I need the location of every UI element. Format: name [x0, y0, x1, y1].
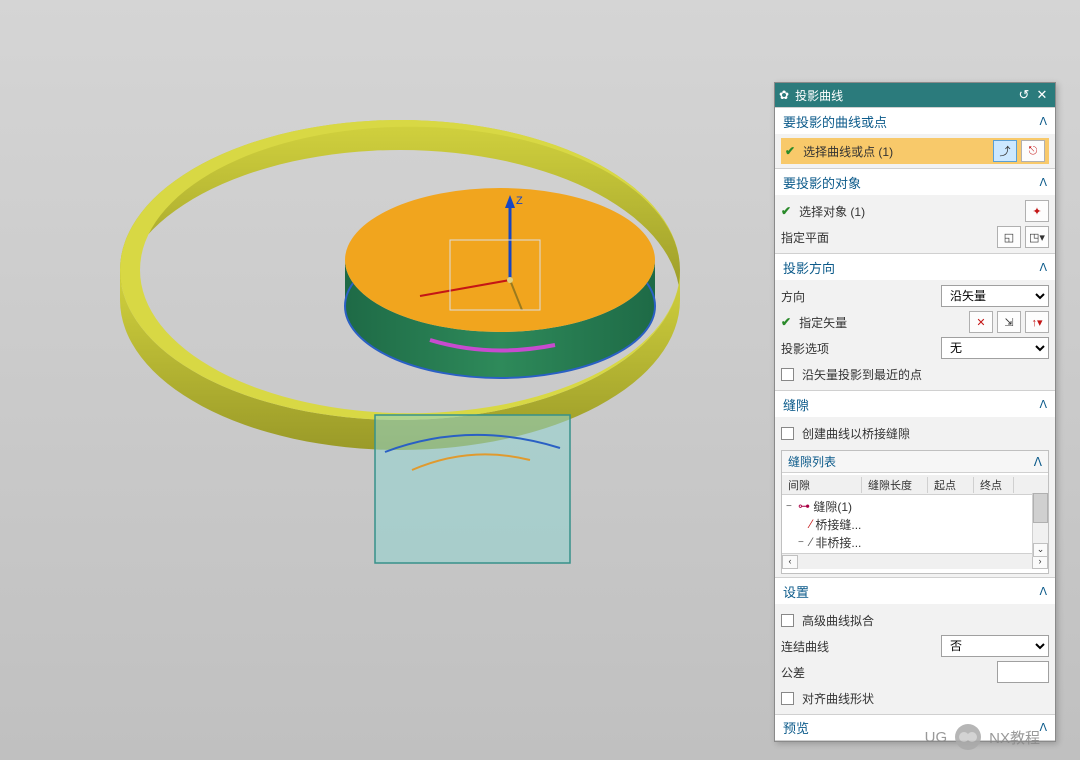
curve-rule-icon[interactable]: ⤴ — [993, 140, 1017, 162]
reset-icon[interactable]: ↺ — [1015, 86, 1033, 104]
vector-csys-icon[interactable]: ⇲ — [997, 311, 1021, 333]
dialog-title: 投影曲线 — [795, 87, 843, 104]
chevron-up-icon: ᐱ — [1039, 398, 1047, 411]
gap-list-panel: 缝隙列表 ᐱ 间隙 缝隙长度 起点 终点 −⊶ 缝隙(1) ⁄ 桥接缝... −… — [781, 450, 1049, 574]
section-header-curves[interactable]: 要投影的曲线或点 ᐱ — [775, 108, 1055, 134]
dialog-titlebar[interactable]: ✿ 投影曲线 ↺ ✕ — [775, 83, 1055, 107]
align-row[interactable]: 对齐曲线形状 — [781, 685, 1049, 711]
section-curves: 要投影的曲线或点 ᐱ ✔ 选择曲线或点 (1) ⤴ ⎋ — [775, 107, 1055, 168]
scrollbar-vertical[interactable]: ⌄ — [1032, 493, 1048, 557]
proj-option-select[interactable]: 无 — [941, 337, 1049, 359]
tree-header: 间隙 缝隙长度 起点 终点 — [782, 475, 1048, 495]
gap-list-header[interactable]: 缝隙列表 ᐱ — [782, 451, 1048, 473]
join-select[interactable]: 否 — [941, 635, 1049, 657]
check-icon: ✔ — [781, 315, 791, 329]
select-curve-row[interactable]: ✔ 选择曲线或点 (1) ⤴ ⎋ — [781, 138, 1049, 164]
adv-checkbox[interactable] — [781, 614, 794, 627]
watermark: UG NX教程 — [925, 724, 1040, 750]
project-curve-dialog: ✿ 投影曲线 ↺ ✕ 要投影的曲线或点 ᐱ ✔ 选择曲线或点 (1) ⤴ ⎋ 要… — [774, 82, 1056, 742]
chevron-up-icon: ᐱ — [1039, 115, 1047, 128]
bridge-row[interactable]: 创建曲线以桥接缝隙 — [781, 420, 1049, 446]
chevron-up-icon: ᐱ — [1039, 176, 1047, 189]
section-header-gap[interactable]: 缝隙 ᐱ — [775, 391, 1055, 417]
check-icon: ✔ — [781, 204, 791, 218]
direction-row: 方向 沿矢量 — [781, 283, 1049, 309]
select-object-row[interactable]: ✔ 选择对象 (1) ✦ — [781, 198, 1049, 224]
section-objects: 要投影的对象 ᐱ ✔ 选择对象 (1) ✦ 指定平面 ◱ ◳▾ — [775, 168, 1055, 253]
align-checkbox[interactable] — [781, 692, 794, 705]
direction-select[interactable]: 沿矢量 — [941, 285, 1049, 307]
nearest-checkbox[interactable] — [781, 368, 794, 381]
vector-reverse-icon[interactable]: ✕ — [969, 311, 993, 333]
specify-plane-row[interactable]: 指定平面 ◱ ◳▾ — [781, 224, 1049, 250]
gap-tree[interactable]: 间隙 缝隙长度 起点 终点 −⊶ 缝隙(1) ⁄ 桥接缝... −⁄ 非桥接..… — [782, 473, 1048, 573]
check-icon: ✔ — [785, 144, 795, 158]
join-row: 连结曲线 否 — [781, 633, 1049, 659]
wechat-icon — [955, 724, 981, 750]
section-header-direction[interactable]: 投影方向 ᐱ — [775, 254, 1055, 280]
tree-row[interactable]: −⊶ 缝隙(1) — [786, 497, 1044, 515]
plane-dropdown-icon[interactable]: ◳▾ — [1025, 226, 1049, 248]
svg-text:Z: Z — [516, 195, 523, 207]
sketch-icon[interactable]: ⎋ — [1021, 140, 1045, 162]
nearest-row[interactable]: 沿矢量投影到最近的点 — [781, 361, 1049, 387]
section-gap: 缝隙 ᐱ 创建曲线以桥接缝隙 缝隙列表 ᐱ 间隙 缝隙长度 起点 终点 — [775, 390, 1055, 577]
section-direction: 投影方向 ᐱ 方向 沿矢量 ✔ 指定矢量 ✕ ⇲ ↑▾ 投影选项 无 沿矢量投影… — [775, 253, 1055, 390]
bridge-checkbox[interactable] — [781, 427, 794, 440]
plane-icon[interactable]: ◱ — [997, 226, 1021, 248]
adv-fit-row[interactable]: 高级曲线拟合 — [781, 607, 1049, 633]
target-icon[interactable]: ✦ — [1025, 200, 1049, 222]
sketch-plane — [375, 415, 570, 563]
vector-row[interactable]: ✔ 指定矢量 ✕ ⇲ ↑▾ — [781, 309, 1049, 335]
vector-dropdown-icon[interactable]: ↑▾ — [1025, 311, 1049, 333]
proj-option-row: 投影选项 无 — [781, 335, 1049, 361]
chevron-up-icon: ᐱ — [1034, 455, 1042, 469]
chevron-down-icon: ᐱ — [1039, 721, 1047, 734]
tolerance-row: 公差 — [781, 659, 1049, 685]
tree-row[interactable]: −⁄ 非桥接... — [786, 533, 1044, 551]
tree-row[interactable]: ⁄ 桥接缝... — [786, 515, 1044, 533]
section-header-settings[interactable]: 设置 ᐱ — [775, 578, 1055, 604]
gear-icon: ✿ — [779, 88, 789, 102]
chevron-up-icon: ᐱ — [1039, 585, 1047, 598]
section-settings: 设置 ᐱ 高级曲线拟合 连结曲线 否 公差 对齐曲线形状 — [775, 577, 1055, 714]
scrollbar-horizontal[interactable]: ‹› — [782, 553, 1048, 569]
chevron-up-icon: ᐱ — [1039, 261, 1047, 274]
close-icon[interactable]: ✕ — [1033, 86, 1051, 104]
tolerance-input[interactable] — [997, 661, 1049, 683]
section-header-objects[interactable]: 要投影的对象 ᐱ — [775, 169, 1055, 195]
